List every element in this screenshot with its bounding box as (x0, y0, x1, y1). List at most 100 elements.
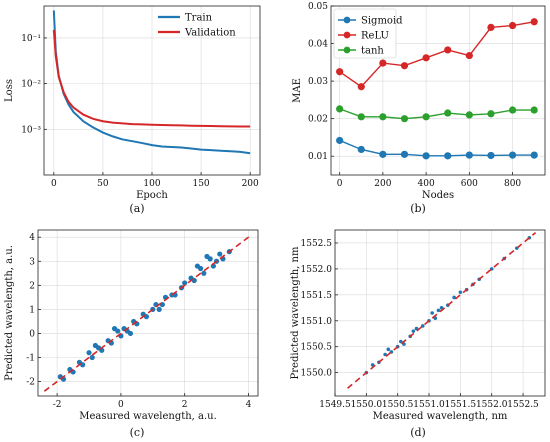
y-axis-label: Predicted wavelength, nm (290, 246, 301, 379)
y-tick-label: 1550.5 (301, 343, 333, 353)
scatter-point (201, 270, 207, 276)
x-tick-label: 150 (192, 179, 209, 189)
data-point-relu (379, 59, 387, 67)
data-point-relu (465, 51, 473, 60)
scatter-point (436, 308, 441, 313)
y-tick-label: 1551.0 (301, 317, 333, 327)
legend-marker (343, 31, 351, 39)
y-tick-label: -2 (26, 378, 35, 388)
scatter-point (210, 263, 216, 269)
y-axis-label: Predicted wavelength, a.u. (4, 245, 15, 381)
plot-frame (37, 229, 259, 397)
legend-label: Train (185, 13, 213, 24)
scatter-point (156, 306, 162, 312)
scatter-point (411, 329, 416, 333)
series-line-sigmoid (339, 139, 535, 157)
y-tick-label: 10⁻¹ (21, 34, 41, 44)
scatter-point (217, 251, 223, 257)
loss-chart: 0 50 100 150 200 10⁻³ 10⁻² 10⁻¹ Epoch Loss (a) Trai… (4, 5, 261, 215)
series-line-relu (339, 21, 535, 88)
scatter-point (143, 314, 150, 320)
data-point-tanh (379, 113, 387, 121)
x-tick-label: 1552.5 (507, 400, 539, 410)
data-point-sigmoid (422, 152, 430, 160)
y-tick-label: 0.01 (308, 152, 328, 162)
legend-label: tanh (361, 46, 384, 57)
x-tick-label: 200 (242, 179, 259, 189)
y-tick-label: 0.03 (308, 77, 328, 87)
x-tick-label: 0 (337, 179, 343, 189)
data-point-sigmoid (357, 145, 365, 154)
x-tick-label: -2 (53, 400, 62, 410)
y-tick-label: 1552.0 (301, 265, 333, 275)
x-tick-label: 1552.0 (476, 400, 508, 410)
data-point-sigmoid (487, 151, 495, 160)
legend-label: ReLU (361, 31, 389, 42)
y-tick-label: 1551.5 (301, 291, 333, 301)
y-axis-label: Loss (4, 79, 15, 102)
scatter-point (92, 342, 98, 349)
scatter-point (86, 350, 92, 356)
data-point-relu (530, 18, 538, 26)
data-point-tanh (357, 113, 365, 121)
legend-label: Sigmoid (361, 16, 403, 27)
scatter-point (430, 311, 434, 315)
data-point-tanh (508, 106, 517, 114)
data-point-sigmoid (379, 150, 387, 158)
y-tick-label: 1 (29, 305, 35, 315)
data-point-sigmoid (508, 151, 517, 159)
x-tick-label: 100 (143, 179, 160, 189)
y-tick-label: 3 (29, 257, 35, 267)
x-axis-label: Measured wavelength, nm (373, 411, 508, 422)
y-tick-label: 0.05 (308, 2, 328, 12)
data-point-relu (357, 83, 365, 91)
plot-frame (334, 229, 546, 397)
panel-label: (d) (410, 426, 426, 439)
reference-line (347, 231, 537, 389)
x-tick-label: 4 (246, 400, 252, 410)
legend-marker (343, 16, 351, 24)
series-line-validation (52, 29, 251, 128)
x-tick-label: 1551.0 (413, 400, 445, 410)
data-point-tanh (465, 111, 473, 119)
data-point-sigmoid (336, 136, 344, 145)
y-tick-label: 2 (29, 281, 35, 291)
scatter-point (420, 324, 425, 328)
x-tick-label: 2 (182, 400, 188, 410)
x-tick-label: 0 (118, 400, 124, 410)
scatter-point (182, 280, 188, 286)
scatter-point (89, 354, 95, 361)
y-tick-label: 0.02 (308, 115, 328, 125)
y-tick-label: 1550.0 (301, 369, 333, 379)
data-point-sigmoid (530, 151, 538, 159)
x-tick-label: 1550.0 (351, 400, 383, 410)
data-point-relu (487, 23, 495, 32)
plot-frame (43, 5, 261, 176)
legend-label: Validation (184, 28, 236, 39)
x-tick-label: 800 (504, 179, 521, 189)
legend-marker (343, 46, 351, 54)
scatter-point (159, 301, 165, 308)
series-line-tanh (339, 108, 535, 120)
y-tick-label: 1552.5 (301, 239, 333, 249)
y-tick-label: 10⁻³ (21, 125, 41, 135)
data-point-sigmoid (465, 151, 473, 159)
y-tick-label: 10⁻² (21, 80, 41, 90)
data-point-sigmoid (444, 152, 452, 160)
mae-chart: 0 200 400 600 800 0.01 0.02 0.03 0.04 0.05 Nodes MA… (292, 2, 546, 215)
y-axis-label: MAE (292, 78, 303, 103)
data-point-tanh (400, 115, 409, 123)
panel-label: (c) (130, 426, 145, 439)
data-point-sigmoid (400, 150, 409, 158)
scatter-point (458, 290, 463, 295)
x-tick-label: 200 (374, 179, 391, 189)
x-axis-label: Measured wavelength, a.u. (79, 411, 217, 422)
data-point-relu (422, 54, 430, 62)
data-point-relu (400, 62, 409, 70)
x-tick-label: 400 (418, 179, 435, 189)
x-axis-label: Nodes (422, 190, 454, 201)
x-axis-label: Epoch (136, 190, 168, 201)
scatter-chart-au: -2 0 2 4 -2 -1 0 1 2 3 4 Measured wavelength, a.u. P… (4, 229, 259, 439)
data-point-tanh (530, 106, 538, 114)
